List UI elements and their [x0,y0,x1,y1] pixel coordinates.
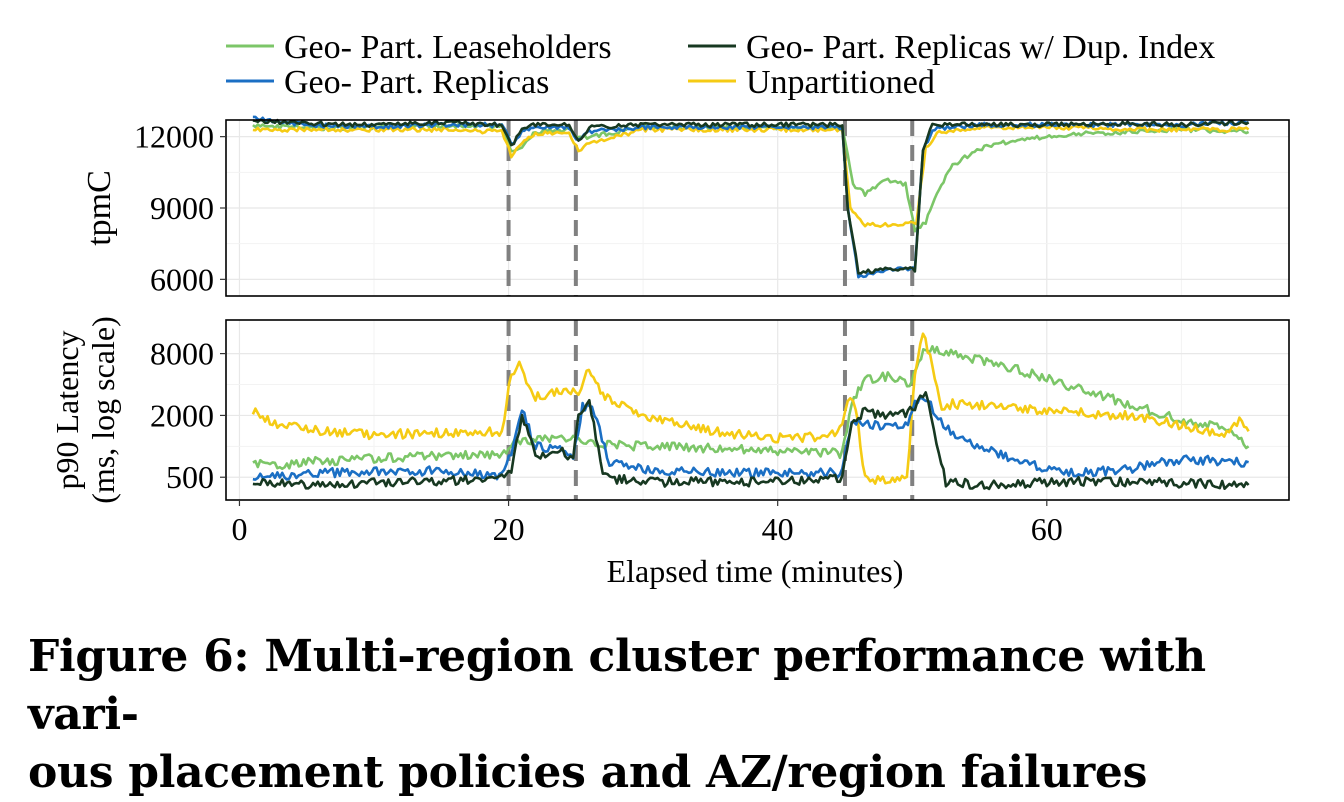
y-tick-label: 12000 [134,119,214,155]
legend: Geo- Part. Leaseholders Geo- Part. Repli… [226,29,1215,101]
top-panel-y-ticks: 6000 9000 12000 [134,119,226,297]
y-tick-label: 6000 [150,261,214,297]
legend-label-replicas: Geo- Part. Replicas [284,64,549,101]
figure-caption: Figure 6: Multi-region cluster performan… [28,628,1318,802]
bottom-panel-y-ticks: 500 2000 8000 [150,336,226,495]
bottom-panel-series [251,332,1250,491]
series-line-1 [252,391,1250,491]
series-line-3 [251,332,1250,485]
x-axis-label: Elapsed time (minutes) [607,553,904,589]
caption-line-2: ous placement policies and AZ/region fai… [28,747,1148,798]
x-axis-ticks: 0 20 40 60 [231,500,1063,547]
top-panel-y-axis-label: tpmC [81,170,118,246]
series-line-1 [252,118,1250,275]
legend-label-unpartitioned: Unpartitioned [746,64,935,101]
legend-label-leaseholders: Geo- Part. Leaseholders [284,29,612,66]
bottom-panel-frame [225,319,1290,501]
x-tick-label: 20 [493,511,525,547]
y-tick-label: 9000 [150,190,214,226]
x-tick-label: 40 [762,511,794,547]
series-line-2 [252,395,1249,481]
top-panel-series [252,115,1250,279]
x-tick-label: 60 [1031,511,1063,547]
x-tick-label: 0 [231,511,247,547]
figure-chart: Geo- Part. Leaseholders Geo- Part. Repli… [49,29,1290,589]
legend-label-dup-index: Geo- Part. Replicas w/ Dup. Index [746,29,1215,66]
series-line-0 [252,345,1250,471]
bottom-panel: 500 2000 8000 0 20 40 60 p90 Latency (ms, log… [49,316,1290,589]
y-tick-label: 500 [166,459,214,495]
caption-line-1: Figure 6: Multi-region cluster performan… [28,631,1206,740]
top-panel: 6000 9000 12000 tpmC [81,115,1290,297]
y-axis-label-line-2: (ms, log scale) [85,316,121,504]
y-tick-label: 8000 [150,336,214,372]
y-tick-label: 2000 [150,397,214,433]
bottom-panel-y-axis-label: p90 Latency (ms, log scale) [49,316,121,504]
y-axis-label-line-1: p90 Latency [49,330,85,489]
